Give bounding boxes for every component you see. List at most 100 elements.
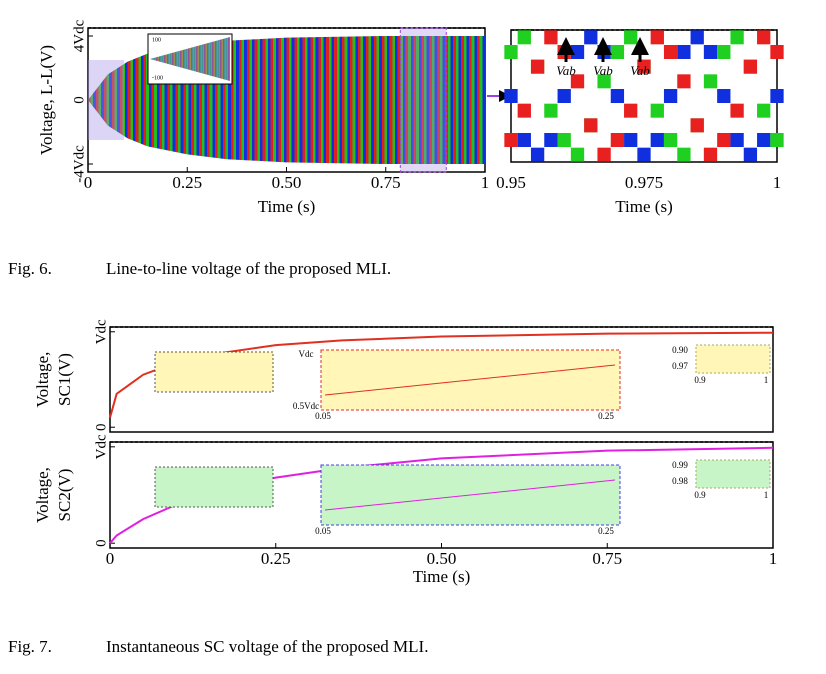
level-segment [703,74,718,89]
level-segment [770,89,784,103]
caption-label: Fig. 6. [8,259,52,278]
x-tick-label: 0.25 [172,173,202,192]
level-segment [770,45,784,59]
x-tick-label: 0.50 [272,173,302,192]
level-segment [610,133,625,147]
zoom-label: 0.9 [694,490,706,500]
caption-text: Instantaneous SC voltage of the proposed… [106,637,428,656]
level-segment [557,45,571,59]
level-segment [677,74,691,89]
level-segment [770,133,784,147]
zoom-inset [695,344,771,374]
x-tick-label: 0.75 [371,173,401,192]
inset-trace [324,479,616,511]
level-segment [557,89,571,103]
y-axis-label: Voltage, L-L(V) [37,45,56,155]
level-segment [610,89,625,103]
level-segment [730,103,744,118]
y-tick-label: Vdc [93,434,109,459]
x-tick-label: 0.25 [261,549,291,568]
level-segment [544,30,558,45]
zoom-inset [695,459,771,489]
zoom-label: 0.98 [672,476,688,486]
caption-label: Fig. 7. [8,637,52,656]
inset-wave [150,37,230,81]
zoom-region [154,351,274,393]
level-segment [743,147,758,162]
level-segment [717,45,731,59]
level-segment [544,103,558,118]
level-segment [703,45,718,59]
level-segment [570,74,585,89]
level-segment [637,147,651,162]
level-segment [743,59,758,74]
annotation: Vab [556,63,576,78]
zoom-label: 0.90 [672,345,688,355]
x-tick-label: 0.95 [496,173,526,192]
level-segment [677,45,691,59]
level-segment [504,133,518,147]
y-tick-label: 0 [71,96,87,104]
level-segment [557,133,571,147]
zoom-box [399,27,447,173]
inset-label: -100 [152,75,163,81]
level-segment [663,45,678,59]
x-axis-label: Time (s) [615,197,672,216]
level-segment [663,133,678,147]
annotation: Vab [630,63,650,78]
x-tick-label: 0.75 [592,549,622,568]
level-segment [610,45,625,59]
y-tick-label: 0 [93,539,109,547]
level-segment [624,133,638,147]
level-segment [663,89,678,103]
level-segment [650,30,664,45]
level-segment [717,89,731,103]
inset-label: 0.05 [315,411,331,421]
level-segment [757,103,771,118]
y-axis-label: Voltage, [33,467,52,523]
zoom-region [154,466,274,508]
zoom-label: 0.99 [672,460,688,470]
y-tick-label: -4Vdc [71,145,87,183]
level-segment [677,147,691,162]
level-segment [517,133,531,147]
x-axis-label: Time (s) [258,197,315,216]
level-segment [650,133,664,147]
level-segment [504,45,518,59]
level-segment [504,89,518,103]
level-segment [584,118,598,133]
level-segment [757,133,771,147]
inset-label: 0.25 [598,526,614,536]
level-segment [730,133,744,147]
x-tick-label: 0.50 [427,549,457,568]
level-segment [703,147,718,162]
level-segment [624,30,638,45]
zoom-label: 1 [764,375,769,385]
level-segment [650,103,664,118]
y-tick-label: 0 [93,423,109,431]
y-tick-label: 4Vdc [71,19,87,52]
sc-voltage [109,331,774,418]
level-segment [517,30,531,45]
inset-label: Vdc [299,349,314,359]
caption-text: Line-to-line voltage of the proposed MLI… [106,259,391,278]
level-segment [584,30,598,45]
x-tick-label: 1 [769,549,778,568]
level-segment [530,147,545,162]
level-segment [570,45,585,59]
annotation: Vab [593,63,613,78]
level-segment [597,74,611,89]
level-segment [757,30,771,45]
inset-trace [324,364,616,396]
zoom-label: 0.97 [672,361,688,371]
zoom-label: 0.9 [694,375,706,385]
start-box [88,60,124,140]
inset-label: 0.05 [315,526,331,536]
inset-label: 0.5Vdc [293,401,319,411]
level-segment [597,147,611,162]
level-segment [570,147,585,162]
inset-label: 0.25 [598,411,614,421]
level-segment [690,30,704,45]
y-axis-label: SC1(V) [55,353,74,406]
